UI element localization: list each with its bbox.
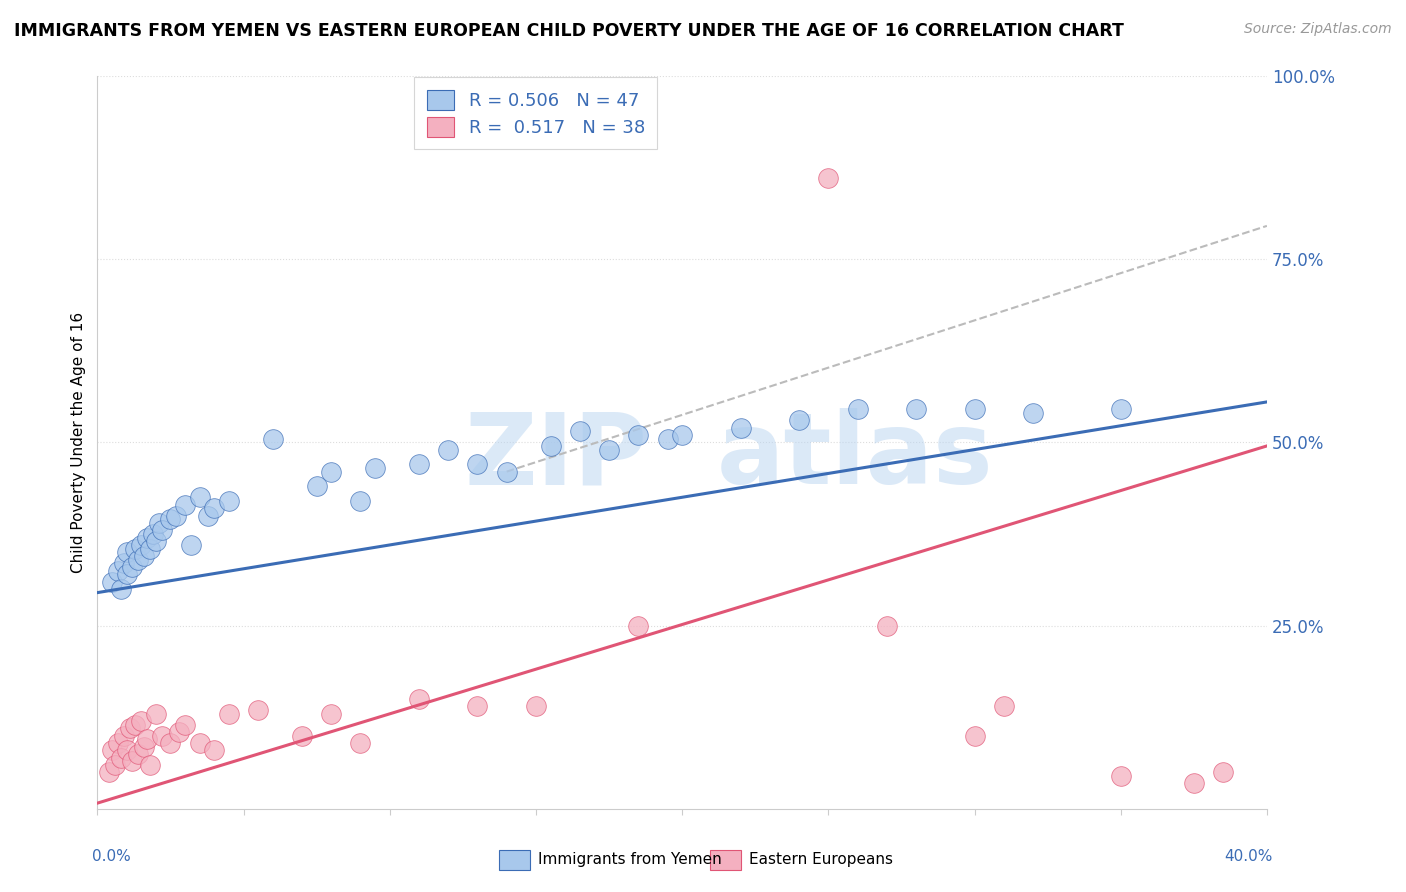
Point [218,706,240,721]
Point [188,490,211,504]
Point [247,703,270,717]
Text: IMMIGRANTS FROM YEMEN VS EASTERN EUROPEAN CHILD POVERTY UNDER THE AGE OF 16 CORR: IMMIGRANTS FROM YEMEN VS EASTERN EUROPEA… [14,22,1123,40]
Point [150,523,173,537]
Point [202,501,225,516]
Point [112,556,135,570]
Point [598,442,620,457]
Point [115,743,138,757]
Point [118,722,141,736]
Text: Immigrants from Yemen: Immigrants from Yemen [538,853,723,867]
Point [305,479,328,493]
Text: ZIP: ZIP [464,409,647,506]
Point [101,743,124,757]
Point [115,545,138,559]
Point [364,461,387,475]
Point [107,564,129,578]
Point [159,512,181,526]
Point [174,498,197,512]
Text: Eastern Europeans: Eastern Europeans [749,853,893,867]
Point [129,714,152,728]
Point [671,428,693,442]
Point [905,402,928,417]
Point [129,538,152,552]
Point [136,531,159,545]
Point [148,516,170,530]
Point [817,171,839,186]
Point [1022,406,1045,420]
Point [321,706,343,721]
Point [657,432,679,446]
Point [167,725,190,739]
Point [627,618,650,632]
Point [1109,769,1132,783]
Point [408,692,430,706]
Bar [499,850,530,870]
Point [159,736,181,750]
Point [127,747,149,761]
Point [142,527,165,541]
Point [110,750,132,764]
Point [150,729,173,743]
Point [145,534,167,549]
Point [124,717,146,731]
Text: Source: ZipAtlas.com: Source: ZipAtlas.com [1244,22,1392,37]
Text: 0.0%: 0.0% [91,849,131,864]
Point [349,736,371,750]
Point [524,699,547,714]
Point [98,765,121,780]
Point [467,457,489,471]
Point [124,541,146,556]
Point [107,736,129,750]
Point [540,439,562,453]
Text: atlas: atlas [717,409,994,506]
Text: 40.0%: 40.0% [1225,849,1272,864]
Point [121,560,143,574]
Point [218,494,240,508]
Point [134,549,156,563]
Bar [710,850,741,870]
Point [101,574,124,589]
Point [180,538,202,552]
Point [846,402,869,417]
Point [115,567,138,582]
Point [787,413,810,427]
Point [495,465,517,479]
Point [121,755,143,769]
Legend: R = 0.506   N = 47, R =  0.517   N = 38: R = 0.506 N = 47, R = 0.517 N = 38 [415,78,658,150]
Point [876,618,898,632]
Point [408,457,430,471]
Point [291,729,314,743]
Y-axis label: Child Poverty Under the Age of 16: Child Poverty Under the Age of 16 [72,311,86,573]
Point [437,442,460,457]
Point [145,706,167,721]
Point [730,420,752,434]
Point [104,758,127,772]
Point [1182,776,1205,790]
Point [963,729,986,743]
Point [165,508,187,523]
Point [321,465,343,479]
Point [202,743,225,757]
Point [1212,765,1234,780]
Point [139,541,162,556]
Point [188,736,211,750]
Point [197,508,219,523]
Point [262,432,284,446]
Point [963,402,986,417]
Point [993,699,1015,714]
Point [136,732,159,747]
Point [134,739,156,754]
Point [467,699,489,714]
Point [112,729,135,743]
Point [174,717,197,731]
Point [110,582,132,596]
Point [568,424,591,438]
Point [139,758,162,772]
Point [349,494,371,508]
Point [127,552,149,566]
Point [1109,402,1132,417]
Point [627,428,650,442]
